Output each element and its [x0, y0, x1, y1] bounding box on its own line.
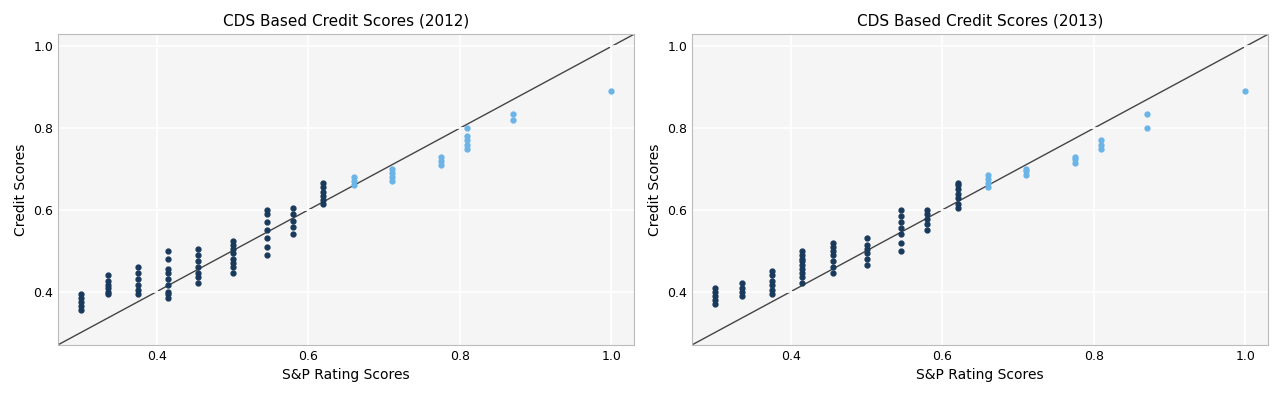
Title: CDS Based Credit Scores (2013): CDS Based Credit Scores (2013)	[858, 14, 1104, 29]
Y-axis label: Credit Scores: Credit Scores	[14, 143, 28, 236]
X-axis label: S&P Rating Scores: S&P Rating Scores	[917, 368, 1044, 382]
Title: CDS Based Credit Scores (2012): CDS Based Credit Scores (2012)	[223, 14, 469, 29]
X-axis label: S&P Rating Scores: S&P Rating Scores	[282, 368, 410, 382]
Y-axis label: Credit Scores: Credit Scores	[647, 143, 662, 236]
